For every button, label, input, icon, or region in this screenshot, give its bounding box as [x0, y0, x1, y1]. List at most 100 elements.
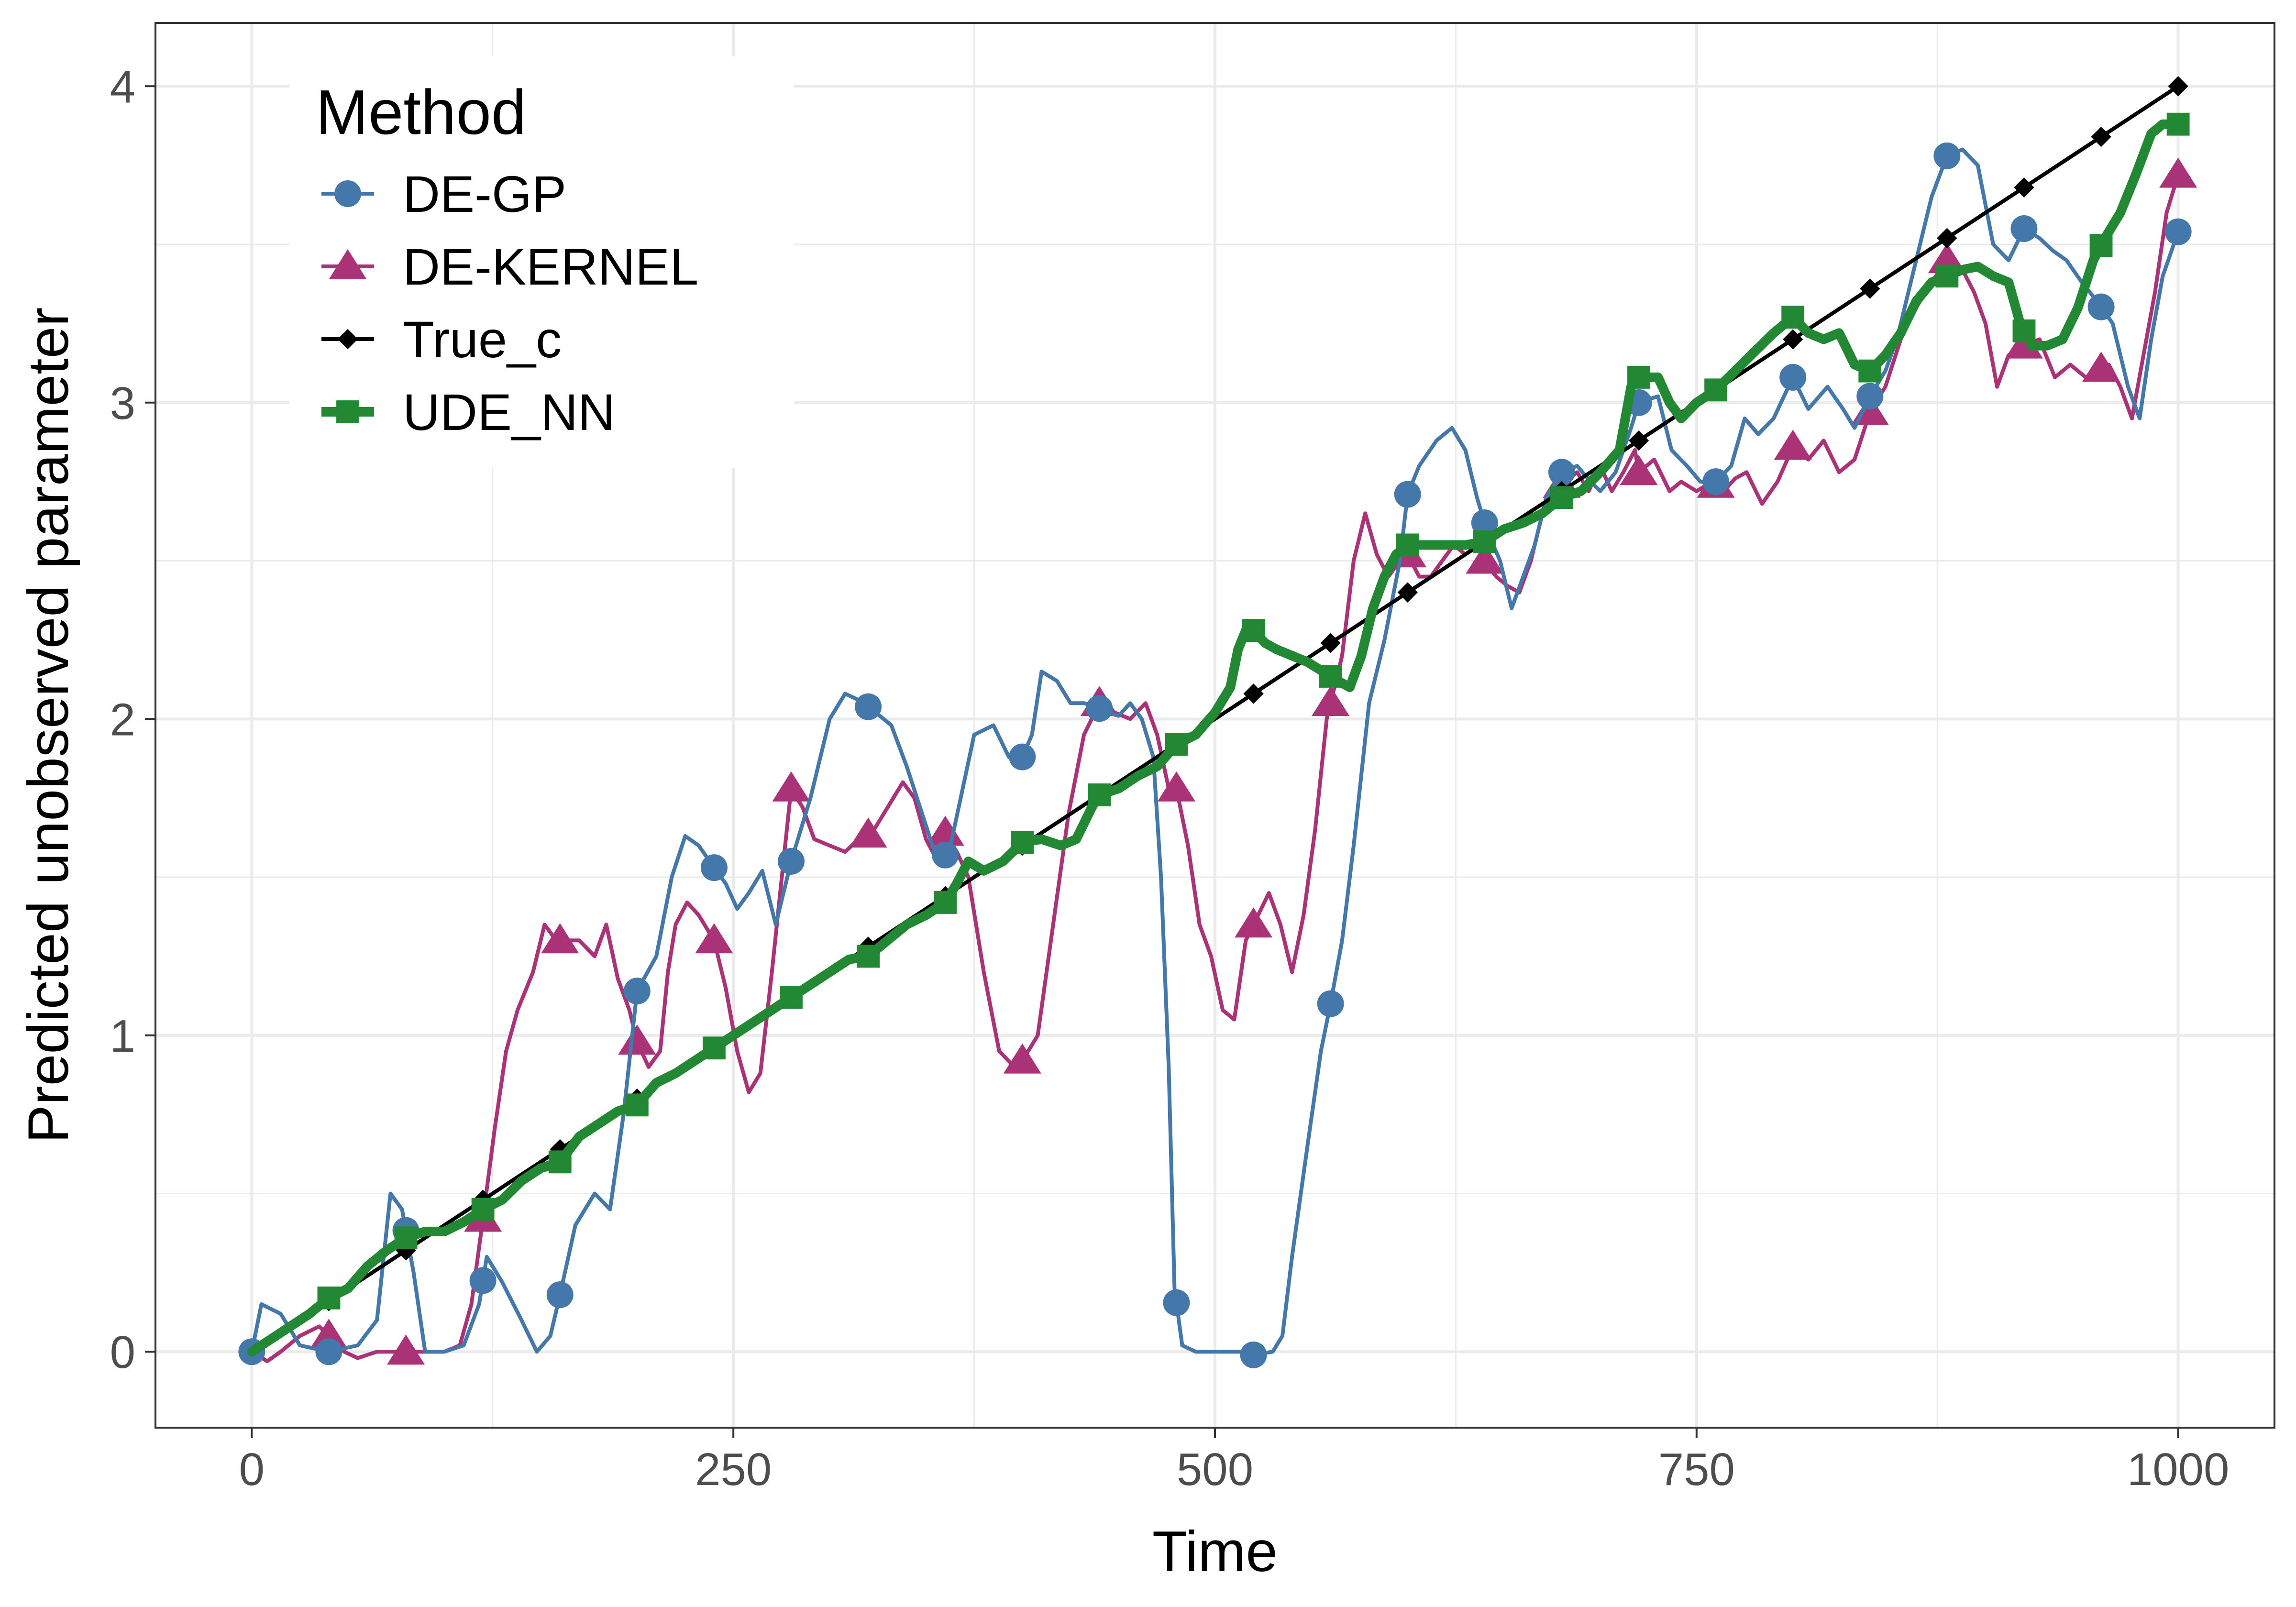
data-point-true-c — [2091, 126, 2111, 147]
data-point-true-c — [1320, 633, 1341, 653]
data-point-ude-nn — [548, 1150, 572, 1174]
x-axis-title: Time — [1152, 1519, 1278, 1584]
data-point-de-kernel — [309, 1319, 348, 1349]
data-point-ude-nn — [1935, 264, 1959, 288]
data-point-ude-nn — [1011, 831, 1034, 854]
data-point-de-gp — [932, 841, 959, 869]
data-point-de-kernel — [1620, 455, 1658, 485]
data-point-ude-nn — [1627, 365, 1650, 389]
data-point-ude-nn — [702, 1036, 726, 1060]
data-point-de-kernel — [618, 1024, 656, 1055]
series-de-gp — [238, 142, 2192, 1368]
data-point-de-gp — [700, 854, 728, 881]
data-point-de-kernel — [926, 815, 964, 846]
data-point-de-kernel — [1466, 543, 1504, 574]
legend-label-de-kernel: DE-KERNEL — [403, 238, 698, 296]
data-point-de-gp — [1702, 468, 1730, 495]
y-tick-label: 3 — [110, 378, 135, 429]
data-point-de-gp — [1548, 459, 1575, 486]
data-point-de-gp — [778, 848, 805, 875]
y-tick-label: 2 — [110, 694, 135, 745]
data-point-ude-nn — [2012, 319, 2036, 342]
series-line-ude-nn — [247, 119, 2183, 1357]
data-point-ude-nn — [2089, 234, 2113, 257]
data-point-de-gp — [1240, 1341, 1267, 1368]
data-point-de-gp — [1933, 142, 1961, 169]
data-point-de-kernel — [2159, 157, 2197, 188]
axes: 0 250 500 750 1000 0 1 2 3 4 — [110, 61, 2230, 1495]
legend-key-marker-true-c — [337, 329, 358, 350]
data-point-ude-nn — [1165, 733, 1188, 756]
data-point-de-gp — [2164, 218, 2192, 245]
data-point-de-gp — [1163, 1289, 1190, 1316]
data-point-true-c — [1860, 278, 1880, 299]
data-point-de-kernel — [849, 817, 887, 848]
data-point-de-gp — [1317, 990, 1344, 1017]
data-point-de-kernel — [386, 1334, 425, 1365]
data-point-true-c — [2014, 177, 2034, 198]
data-point-true-c — [550, 1139, 570, 1160]
data-point-de-kernel — [1312, 686, 1350, 716]
legend-item-de-kernel: DE-KERNEL — [321, 238, 698, 296]
legend-item-true-c: True_c — [321, 310, 562, 368]
y-tick-label: 0 — [110, 1327, 135, 1378]
data-point-de-gp — [2087, 293, 2115, 320]
legend-key-marker-ude-nn — [336, 400, 359, 423]
legend-key-marker-de-gp — [334, 180, 361, 207]
data-point-true-c — [1783, 329, 1803, 350]
data-point-true-c — [1397, 582, 1418, 603]
data-point-ude-nn — [857, 945, 880, 968]
data-point-ude-nn — [1858, 359, 1882, 383]
data-point-ude-nn — [1396, 533, 1419, 557]
legend-label-true-c: True_c — [403, 310, 562, 368]
data-point-ude-nn — [934, 891, 957, 914]
data-point-de-gp — [546, 1281, 574, 1309]
data-point-de-gp — [1394, 481, 1421, 508]
data-point-ude-nn — [1550, 486, 1573, 509]
data-point-ude-nn — [1473, 530, 1496, 553]
legend-items: DE-GP DE-KERNEL True_c UDE_NN — [321, 165, 698, 441]
data-point-de-gp — [855, 693, 882, 720]
data-point-de-kernel — [541, 923, 579, 954]
data-point-de-gp — [1009, 743, 1036, 770]
x-tick-label: 250 — [695, 1444, 772, 1495]
data-point-de-gp — [1471, 509, 1498, 537]
data-point-ude-nn — [394, 1226, 418, 1250]
x-tick-label: 500 — [1177, 1444, 1253, 1495]
legend-title: Method — [316, 77, 526, 147]
legend-key-marker-de-kernel — [329, 249, 367, 279]
data-point-true-c — [1628, 430, 1649, 451]
data-point-de-gp — [2010, 215, 2038, 242]
y-axis-title: Predicted unobserved parameter — [16, 308, 80, 1144]
data-point-true-c — [1937, 228, 1957, 248]
data-point-de-gp — [623, 978, 651, 1005]
data-point-true-c — [2168, 76, 2188, 97]
legend-label-ude-nn: UDE_NN — [403, 383, 615, 441]
data-point-de-gp — [1779, 363, 1807, 391]
data-point-de-gp — [1856, 383, 1884, 410]
data-point-de-gp — [1086, 695, 1113, 722]
data-point-de-gp — [315, 1338, 342, 1365]
data-point-ude-nn — [780, 986, 803, 1009]
data-point-ude-nn — [1242, 619, 1265, 642]
data-point-de-kernel — [1234, 907, 1273, 938]
data-point-de-gp — [469, 1267, 497, 1294]
data-point-de-kernel — [1157, 771, 1196, 802]
data-point-de-kernel — [2082, 352, 2120, 382]
series-ude-nn — [247, 112, 2190, 1357]
data-point-de-kernel — [1774, 429, 1812, 460]
legend-item-de-gp: DE-GP — [321, 165, 566, 223]
legend-label-de-gp: DE-GP — [403, 165, 566, 223]
data-point-ude-nn — [2166, 112, 2190, 136]
data-point-ude-nn — [1704, 378, 1728, 402]
data-point-true-c — [1243, 683, 1264, 704]
data-point-de-kernel — [772, 771, 810, 802]
y-tick-label: 4 — [110, 61, 135, 112]
data-point-ude-nn — [1088, 783, 1111, 806]
series-line-de-kernel — [250, 173, 2180, 1364]
x-tick-label: 0 — [239, 1444, 265, 1495]
data-point-ude-nn — [1319, 665, 1342, 688]
x-tick-label: 750 — [1658, 1444, 1735, 1495]
data-point-de-kernel — [2005, 328, 2043, 359]
